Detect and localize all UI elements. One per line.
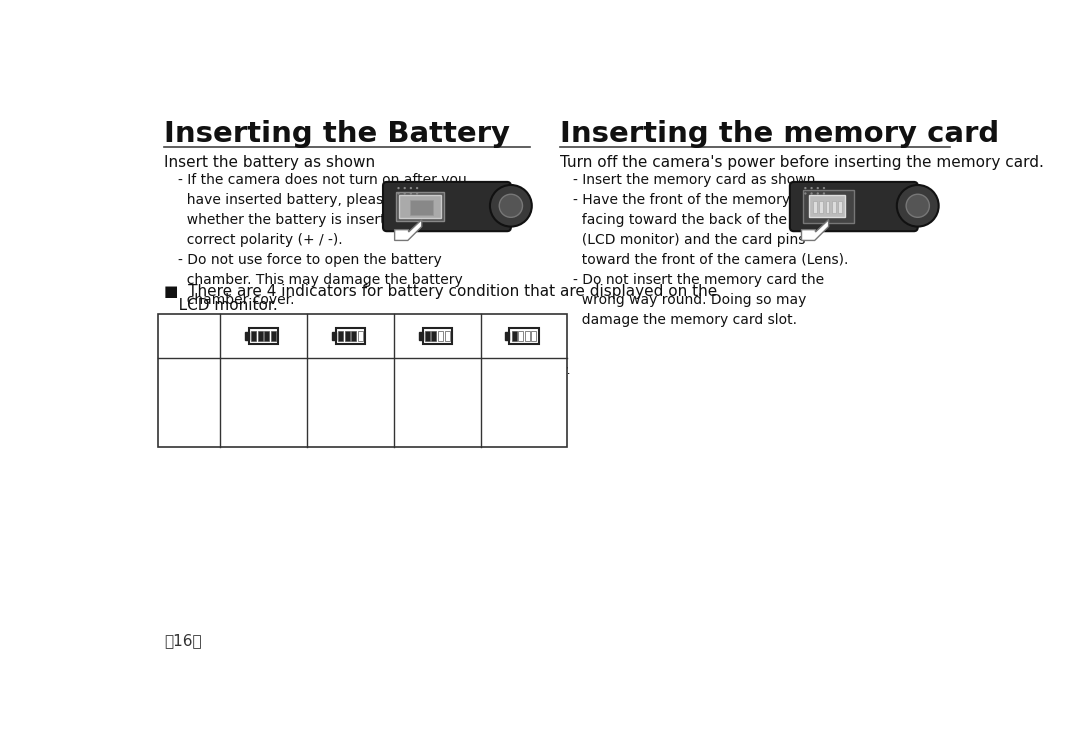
FancyBboxPatch shape <box>789 182 918 231</box>
Circle shape <box>805 187 807 189</box>
Text: The battery is
fully charged: The battery is fully charged <box>220 364 307 395</box>
Bar <box>252 330 256 342</box>
Circle shape <box>404 192 406 195</box>
Bar <box>825 201 829 213</box>
Text: ■  There are 4 indicators for battery condition that are displayed on the: ■ There are 4 indicators for battery con… <box>164 284 718 299</box>
Text: - If the camera does not turn on after you
  have inserted battery, please check: - If the camera does not turn on after y… <box>177 172 467 307</box>
Bar <box>832 201 836 213</box>
Circle shape <box>823 187 825 189</box>
Bar <box>245 332 248 339</box>
Text: - Insert the memory card as shown.
- Have the front of the memory card
  facing : - Insert the memory card as shown. - Hav… <box>572 172 848 327</box>
Circle shape <box>416 187 418 189</box>
FancyBboxPatch shape <box>383 182 511 231</box>
Circle shape <box>499 194 523 217</box>
Text: LCD monitor.: LCD monitor. <box>164 298 279 313</box>
Circle shape <box>823 192 825 195</box>
Bar <box>438 330 443 342</box>
Bar <box>332 332 336 339</box>
Circle shape <box>397 192 400 195</box>
Polygon shape <box>801 219 828 240</box>
Bar <box>445 330 449 342</box>
Bar <box>431 330 436 342</box>
Bar <box>265 330 270 342</box>
Bar <box>813 201 816 213</box>
Bar <box>338 330 343 342</box>
Bar <box>345 330 350 342</box>
Circle shape <box>409 187 413 189</box>
Bar <box>410 200 433 215</box>
Circle shape <box>397 187 400 189</box>
Text: Low battery
capacity
(Prepare to
recharge or use
spare battery): Low battery capacity (Prepare to recharg… <box>388 364 487 445</box>
Bar <box>518 330 524 342</box>
Bar <box>336 328 365 344</box>
Circle shape <box>810 187 813 189</box>
Bar <box>419 332 422 339</box>
Text: Low battery
capacity
(Prepare to
recharge or use
spare battery): Low battery capacity (Prepare to recharg… <box>301 364 400 445</box>
Bar <box>820 201 823 213</box>
Text: 〖16〗: 〖16〗 <box>164 633 202 648</box>
Bar <box>422 328 451 344</box>
Bar <box>248 328 279 344</box>
Bar <box>424 330 430 342</box>
Circle shape <box>490 185 531 227</box>
Bar <box>512 330 516 342</box>
Bar <box>510 328 539 344</box>
Bar <box>531 330 537 342</box>
Bar <box>351 330 356 342</box>
Circle shape <box>805 192 807 195</box>
Text: Battery empty.
( Recharge or
use spare
battery): Battery empty. ( Recharge or use spare b… <box>477 364 570 428</box>
Circle shape <box>816 187 819 189</box>
Circle shape <box>416 192 418 195</box>
Text: Battery
indicator: Battery indicator <box>162 318 217 348</box>
Bar <box>505 332 510 339</box>
Text: Inserting the memory card: Inserting the memory card <box>559 120 999 148</box>
Bar <box>525 330 530 342</box>
Circle shape <box>810 192 813 195</box>
Circle shape <box>409 192 413 195</box>
Circle shape <box>404 187 406 189</box>
Circle shape <box>906 194 930 217</box>
Bar <box>396 192 444 222</box>
Bar <box>838 201 841 213</box>
Circle shape <box>896 185 939 227</box>
Bar <box>258 330 262 342</box>
Circle shape <box>816 192 819 195</box>
Text: Inserting the Battery: Inserting the Battery <box>164 120 511 148</box>
Bar <box>159 313 567 447</box>
Polygon shape <box>394 219 422 240</box>
Bar <box>804 190 854 223</box>
Bar <box>809 195 845 216</box>
Text: Battery
status: Battery status <box>166 364 213 395</box>
Bar <box>400 195 441 218</box>
Bar <box>271 330 276 342</box>
Bar <box>357 330 363 342</box>
Text: Insert the battery as shown: Insert the battery as shown <box>164 155 376 170</box>
Text: Turn off the camera's power before inserting the memory card.: Turn off the camera's power before inser… <box>559 155 1043 170</box>
